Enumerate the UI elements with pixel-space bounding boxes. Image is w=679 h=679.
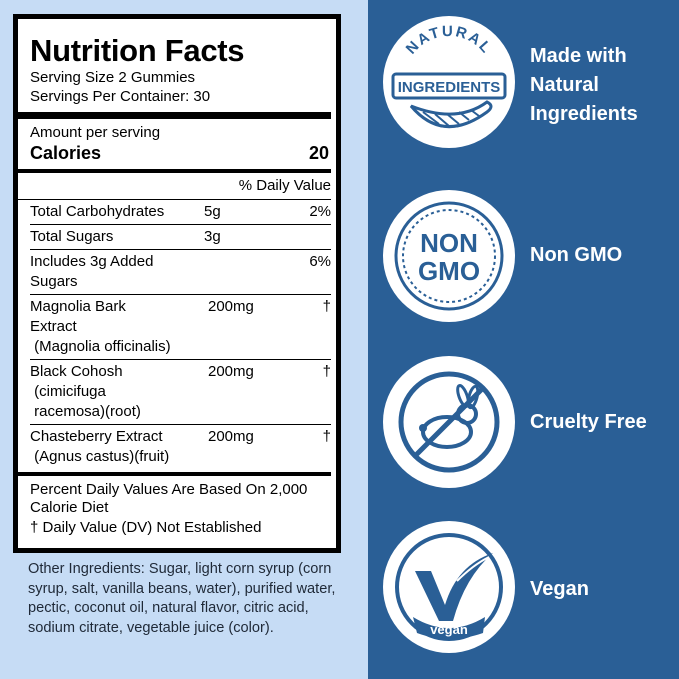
no-rabbit-icon (398, 371, 500, 473)
botanical-name-line: Chasteberry Extract (30, 428, 163, 445)
divider (30, 359, 331, 360)
non-gmo-icon: NON GMO (394, 201, 504, 311)
feature-label-line: Non GMO (530, 244, 623, 266)
medium-divider (18, 472, 331, 476)
botanical-name-line: racemosa)(root) (30, 403, 141, 420)
botanical-row: Chasteberry Extract (Agnus castus)(fruit… (30, 425, 331, 469)
footnote-dv-not-established: † Daily Value (DV) Not Established (30, 519, 262, 536)
botanical-name: Magnolia Bark Extract (Magnolia officina… (30, 297, 228, 357)
botanical-dv: † (322, 298, 331, 315)
nutrient-row: Total Carbohydrates 5g 2% (30, 200, 331, 224)
calories-row: Calories 20 (30, 142, 331, 166)
checkmark-leaf-icon: vegan (395, 533, 503, 641)
nutrient-dv: 2% (309, 203, 331, 220)
botanical-name-line: Magnolia Bark (30, 298, 126, 315)
nutrient-name: Total Carbohydrates (30, 203, 165, 220)
footnote-daily-values: Percent Daily Values Are Based On 2,000 … (30, 481, 308, 516)
badge-gmo-text: GMO (418, 256, 480, 286)
nutrient-name-line: Sugars (30, 273, 78, 290)
nutrient-amount: 3g (204, 228, 221, 245)
divider (30, 424, 331, 425)
feature-label-line: Cruelty Free (530, 411, 647, 433)
botanical-name-line: Black Cohosh (30, 363, 123, 380)
feature-label-line: Made with (530, 45, 627, 67)
daily-value-header: % Daily Value (238, 177, 331, 194)
natural-ingredients-badge: NATURAL INGREDIENTS (383, 16, 515, 148)
amount-per-serving: Amount per serving (30, 124, 161, 141)
nutrition-facts-title: Nutrition Facts (30, 33, 245, 68)
servings-per-container: Servings Per Container: 30 (30, 88, 211, 105)
nutrient-dv: 6% (309, 253, 331, 270)
thick-divider (18, 112, 331, 119)
feature-cruelty-free: Cruelty Free (530, 408, 647, 437)
botanical-name-line: (Agnus castus)(fruit) (30, 448, 170, 465)
nutrition-facts-label: Nutrition Facts Serving Size 2 Gummies S… (13, 14, 341, 553)
nutrient-name: Total Sugars (30, 228, 114, 245)
feature-label-line: Natural (530, 74, 599, 96)
calories-label: Calories (30, 143, 102, 163)
nutrient-amount: 5g (204, 203, 221, 220)
calories-value: 20 (308, 143, 329, 163)
divider (30, 249, 331, 250)
divider (18, 199, 331, 200)
divider (30, 294, 331, 295)
feature-vegan: Vegan (530, 575, 589, 604)
nutrient-dv (294, 227, 331, 247)
vegan-badge: vegan (383, 521, 515, 653)
non-gmo-badge: NON GMO (383, 190, 515, 322)
botanical-name: Chasteberry Extract (Agnus castus)(fruit… (30, 427, 228, 467)
badge-natural-text: NATURAL (403, 23, 494, 58)
feature-label-line: Vegan (530, 578, 589, 600)
botanical-name-line: Extract (30, 318, 77, 335)
feature-label-line: Ingredients (530, 103, 638, 125)
botanical-amount: 200mg (208, 363, 254, 380)
badge-non-text: NON (420, 228, 478, 258)
svg-text:NATURAL: NATURAL (403, 23, 496, 58)
feature-natural-ingredients: Made with Natural Ingredients (530, 42, 638, 129)
botanical-name: Black Cohosh (cimicifuga racemosa)(root) (30, 362, 228, 422)
nutrient-name-line: Includes 3g Added (30, 253, 154, 270)
other-ingredients: Other Ingredients: Sugar, light corn syr… (28, 561, 336, 636)
botanical-amount: 200mg (208, 428, 254, 445)
nutrient-name: Includes 3g Added Sugars (30, 252, 204, 292)
serving-size: Serving Size 2 Gummies (30, 69, 196, 86)
cruelty-free-badge (383, 356, 515, 488)
botanical-dv: † (322, 428, 331, 445)
leaf-icon: NATURAL INGREDIENTS (391, 23, 507, 128)
badge-ingredients-text: INGREDIENTS (398, 79, 501, 96)
botanical-amount: 200mg (208, 298, 254, 315)
botanical-row: Black Cohosh (cimicifuga racemosa)(root)… (30, 360, 331, 424)
divider (30, 224, 331, 225)
badge-vegan-text: vegan (430, 622, 468, 637)
medium-divider (18, 169, 331, 173)
botanical-name-line: (Magnolia officinalis) (30, 338, 171, 355)
nutrient-row: Total Sugars 3g (30, 225, 331, 249)
botanical-name-line: (cimicifuga (30, 383, 106, 400)
botanical-dv: † (322, 363, 331, 380)
feature-non-gmo: Non GMO (530, 241, 622, 270)
nutrient-amount (204, 252, 294, 292)
botanical-row: Magnolia Bark Extract (Magnolia officina… (30, 295, 331, 359)
nutrient-row: Includes 3g Added Sugars 6% (30, 250, 331, 294)
